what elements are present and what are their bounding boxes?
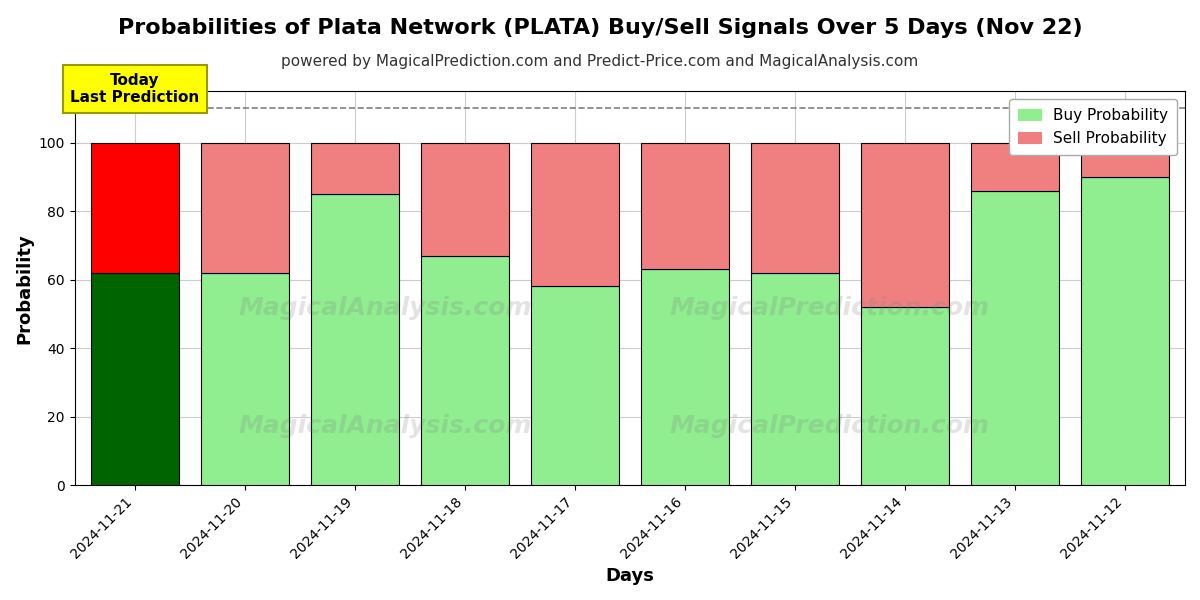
Bar (311, 143, 398, 194)
X-axis label: Days: Days (605, 567, 654, 585)
Y-axis label: Probability: Probability (16, 233, 34, 344)
Bar (641, 143, 728, 269)
Bar (91, 143, 179, 273)
Bar (530, 143, 619, 286)
Bar (641, 269, 728, 485)
Bar (311, 194, 398, 485)
Bar (421, 143, 509, 256)
Bar (751, 273, 839, 485)
Text: Today
Last Prediction: Today Last Prediction (71, 73, 199, 105)
Bar (1080, 177, 1169, 485)
Bar (91, 273, 179, 485)
Text: MagicalPrediction.com: MagicalPrediction.com (670, 296, 990, 320)
Bar (1080, 143, 1169, 177)
Bar (971, 143, 1058, 191)
Text: powered by MagicalPrediction.com and Predict-Price.com and MagicalAnalysis.com: powered by MagicalPrediction.com and Pre… (281, 54, 919, 69)
Bar (530, 286, 619, 485)
Text: MagicalAnalysis.com: MagicalAnalysis.com (239, 296, 533, 320)
Text: Probabilities of Plata Network (PLATA) Buy/Sell Signals Over 5 Days (Nov 22): Probabilities of Plata Network (PLATA) B… (118, 18, 1082, 38)
Text: MagicalPrediction.com: MagicalPrediction.com (670, 414, 990, 438)
Bar (971, 191, 1058, 485)
Legend: Buy Probability, Sell Probability: Buy Probability, Sell Probability (1009, 99, 1177, 155)
Bar (751, 143, 839, 273)
Bar (860, 143, 949, 307)
Bar (202, 143, 289, 273)
Bar (860, 307, 949, 485)
Bar (202, 273, 289, 485)
Text: MagicalAnalysis.com: MagicalAnalysis.com (239, 414, 533, 438)
Bar (421, 256, 509, 485)
